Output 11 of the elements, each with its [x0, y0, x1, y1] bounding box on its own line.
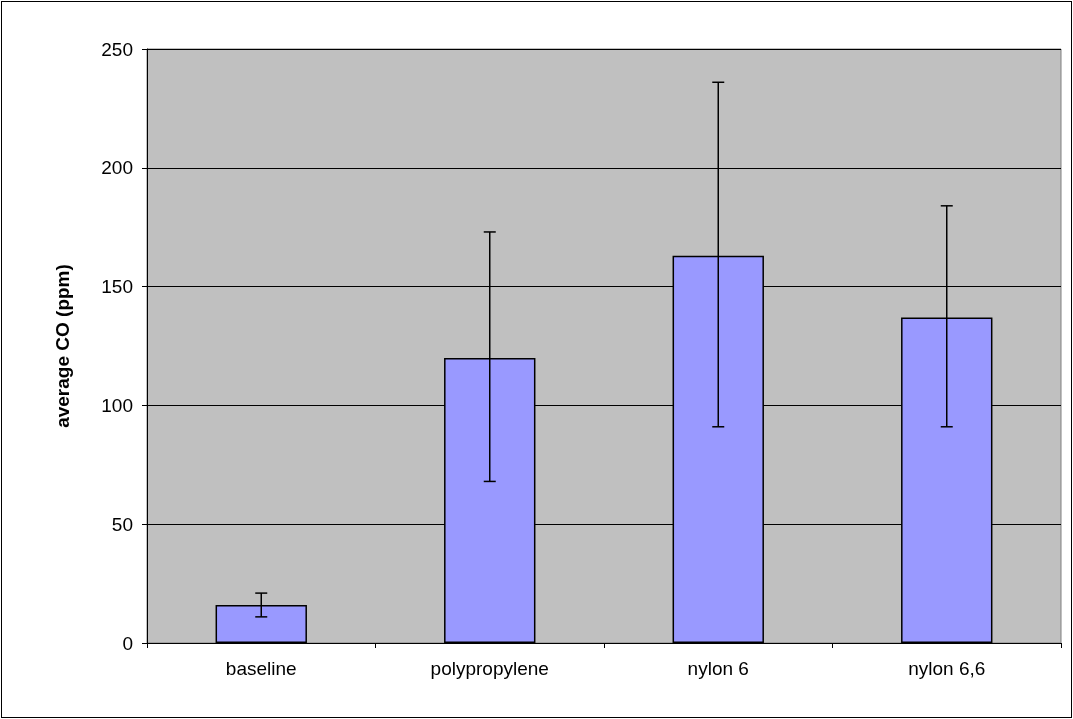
x-tick-label: baseline	[225, 658, 297, 679]
x-tick-label: nylon 6,6	[908, 658, 986, 679]
x-tick-label: polypropylene	[430, 658, 549, 679]
y-tick-label: 100	[101, 394, 133, 416]
y-tick-label: 0	[122, 632, 133, 654]
x-tick-label: nylon 6	[687, 658, 749, 679]
y-tick-label: 50	[111, 513, 133, 535]
y-tick-label: 150	[101, 276, 133, 298]
y-axis-title: average CO (ppm)	[52, 264, 73, 428]
y-tick-label: 200	[101, 157, 133, 179]
y-tick-label: 250	[101, 38, 133, 60]
